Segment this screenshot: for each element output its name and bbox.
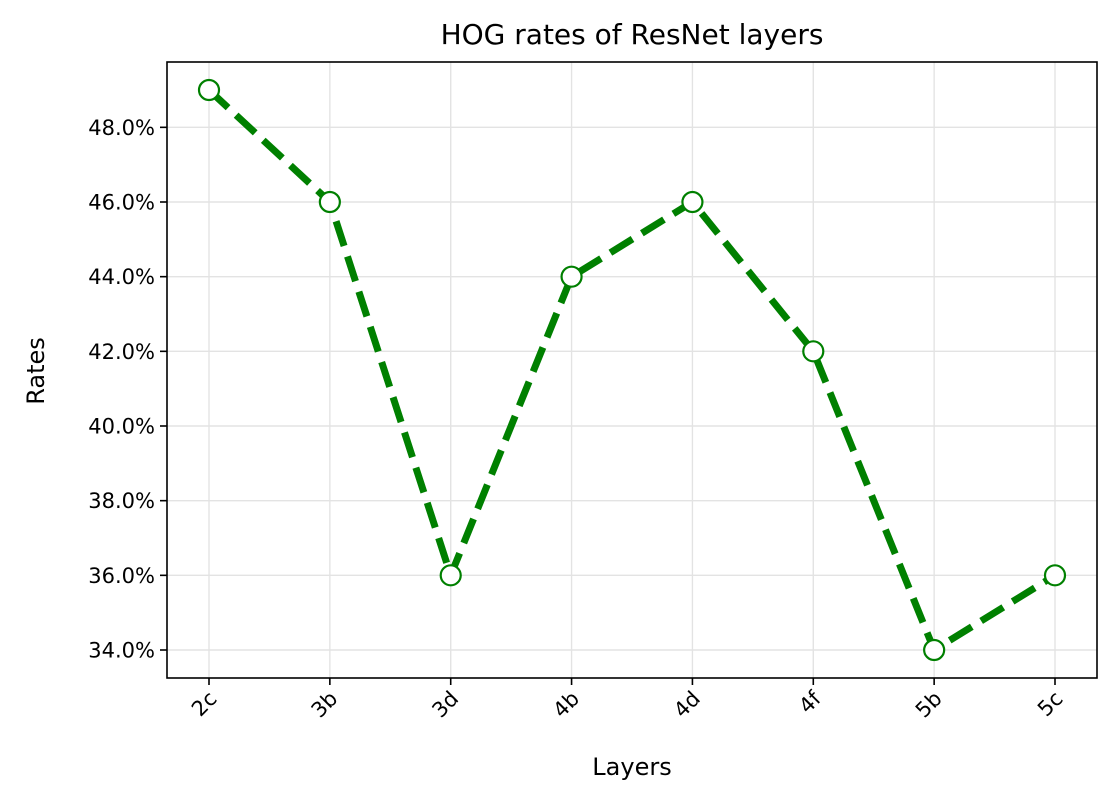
x-axis-label: Layers bbox=[592, 753, 671, 781]
y-tick-label: 34.0% bbox=[88, 639, 155, 663]
grid-lines bbox=[167, 62, 1097, 678]
y-tick-label: 36.0% bbox=[88, 564, 155, 588]
data-point-marker bbox=[197, 78, 221, 102]
y-tick-label: 42.0% bbox=[88, 340, 155, 364]
y-tick-label: 38.0% bbox=[88, 489, 155, 513]
plot-area-frame bbox=[166, 61, 1098, 679]
data-point-marker bbox=[923, 638, 946, 662]
y-axis-label: Rates bbox=[22, 337, 50, 405]
y-axis-ticks: 34.0% 36.0% 38.0% 40.0% 42.0% 44.0% 46.0% 48.0% bbox=[88, 116, 167, 663]
series-markers bbox=[197, 78, 1067, 662]
series-line-layer bbox=[206, 87, 1057, 654]
data-point-marker bbox=[318, 190, 341, 214]
data-point-marker bbox=[681, 190, 704, 214]
y-tick-label: 44.0% bbox=[88, 265, 155, 289]
y-tick-label: 46.0% bbox=[88, 191, 155, 215]
series-line bbox=[206, 87, 1057, 654]
y-tick-label: 40.0% bbox=[88, 415, 155, 439]
y-tick-label: 48.0% bbox=[88, 116, 155, 140]
data-point-marker bbox=[1043, 564, 1067, 587]
chart-title: HOG rates of ResNet layers bbox=[441, 18, 824, 51]
data-point-marker bbox=[560, 265, 583, 288]
data-point-marker bbox=[439, 564, 462, 587]
data-point-marker bbox=[802, 340, 825, 363]
